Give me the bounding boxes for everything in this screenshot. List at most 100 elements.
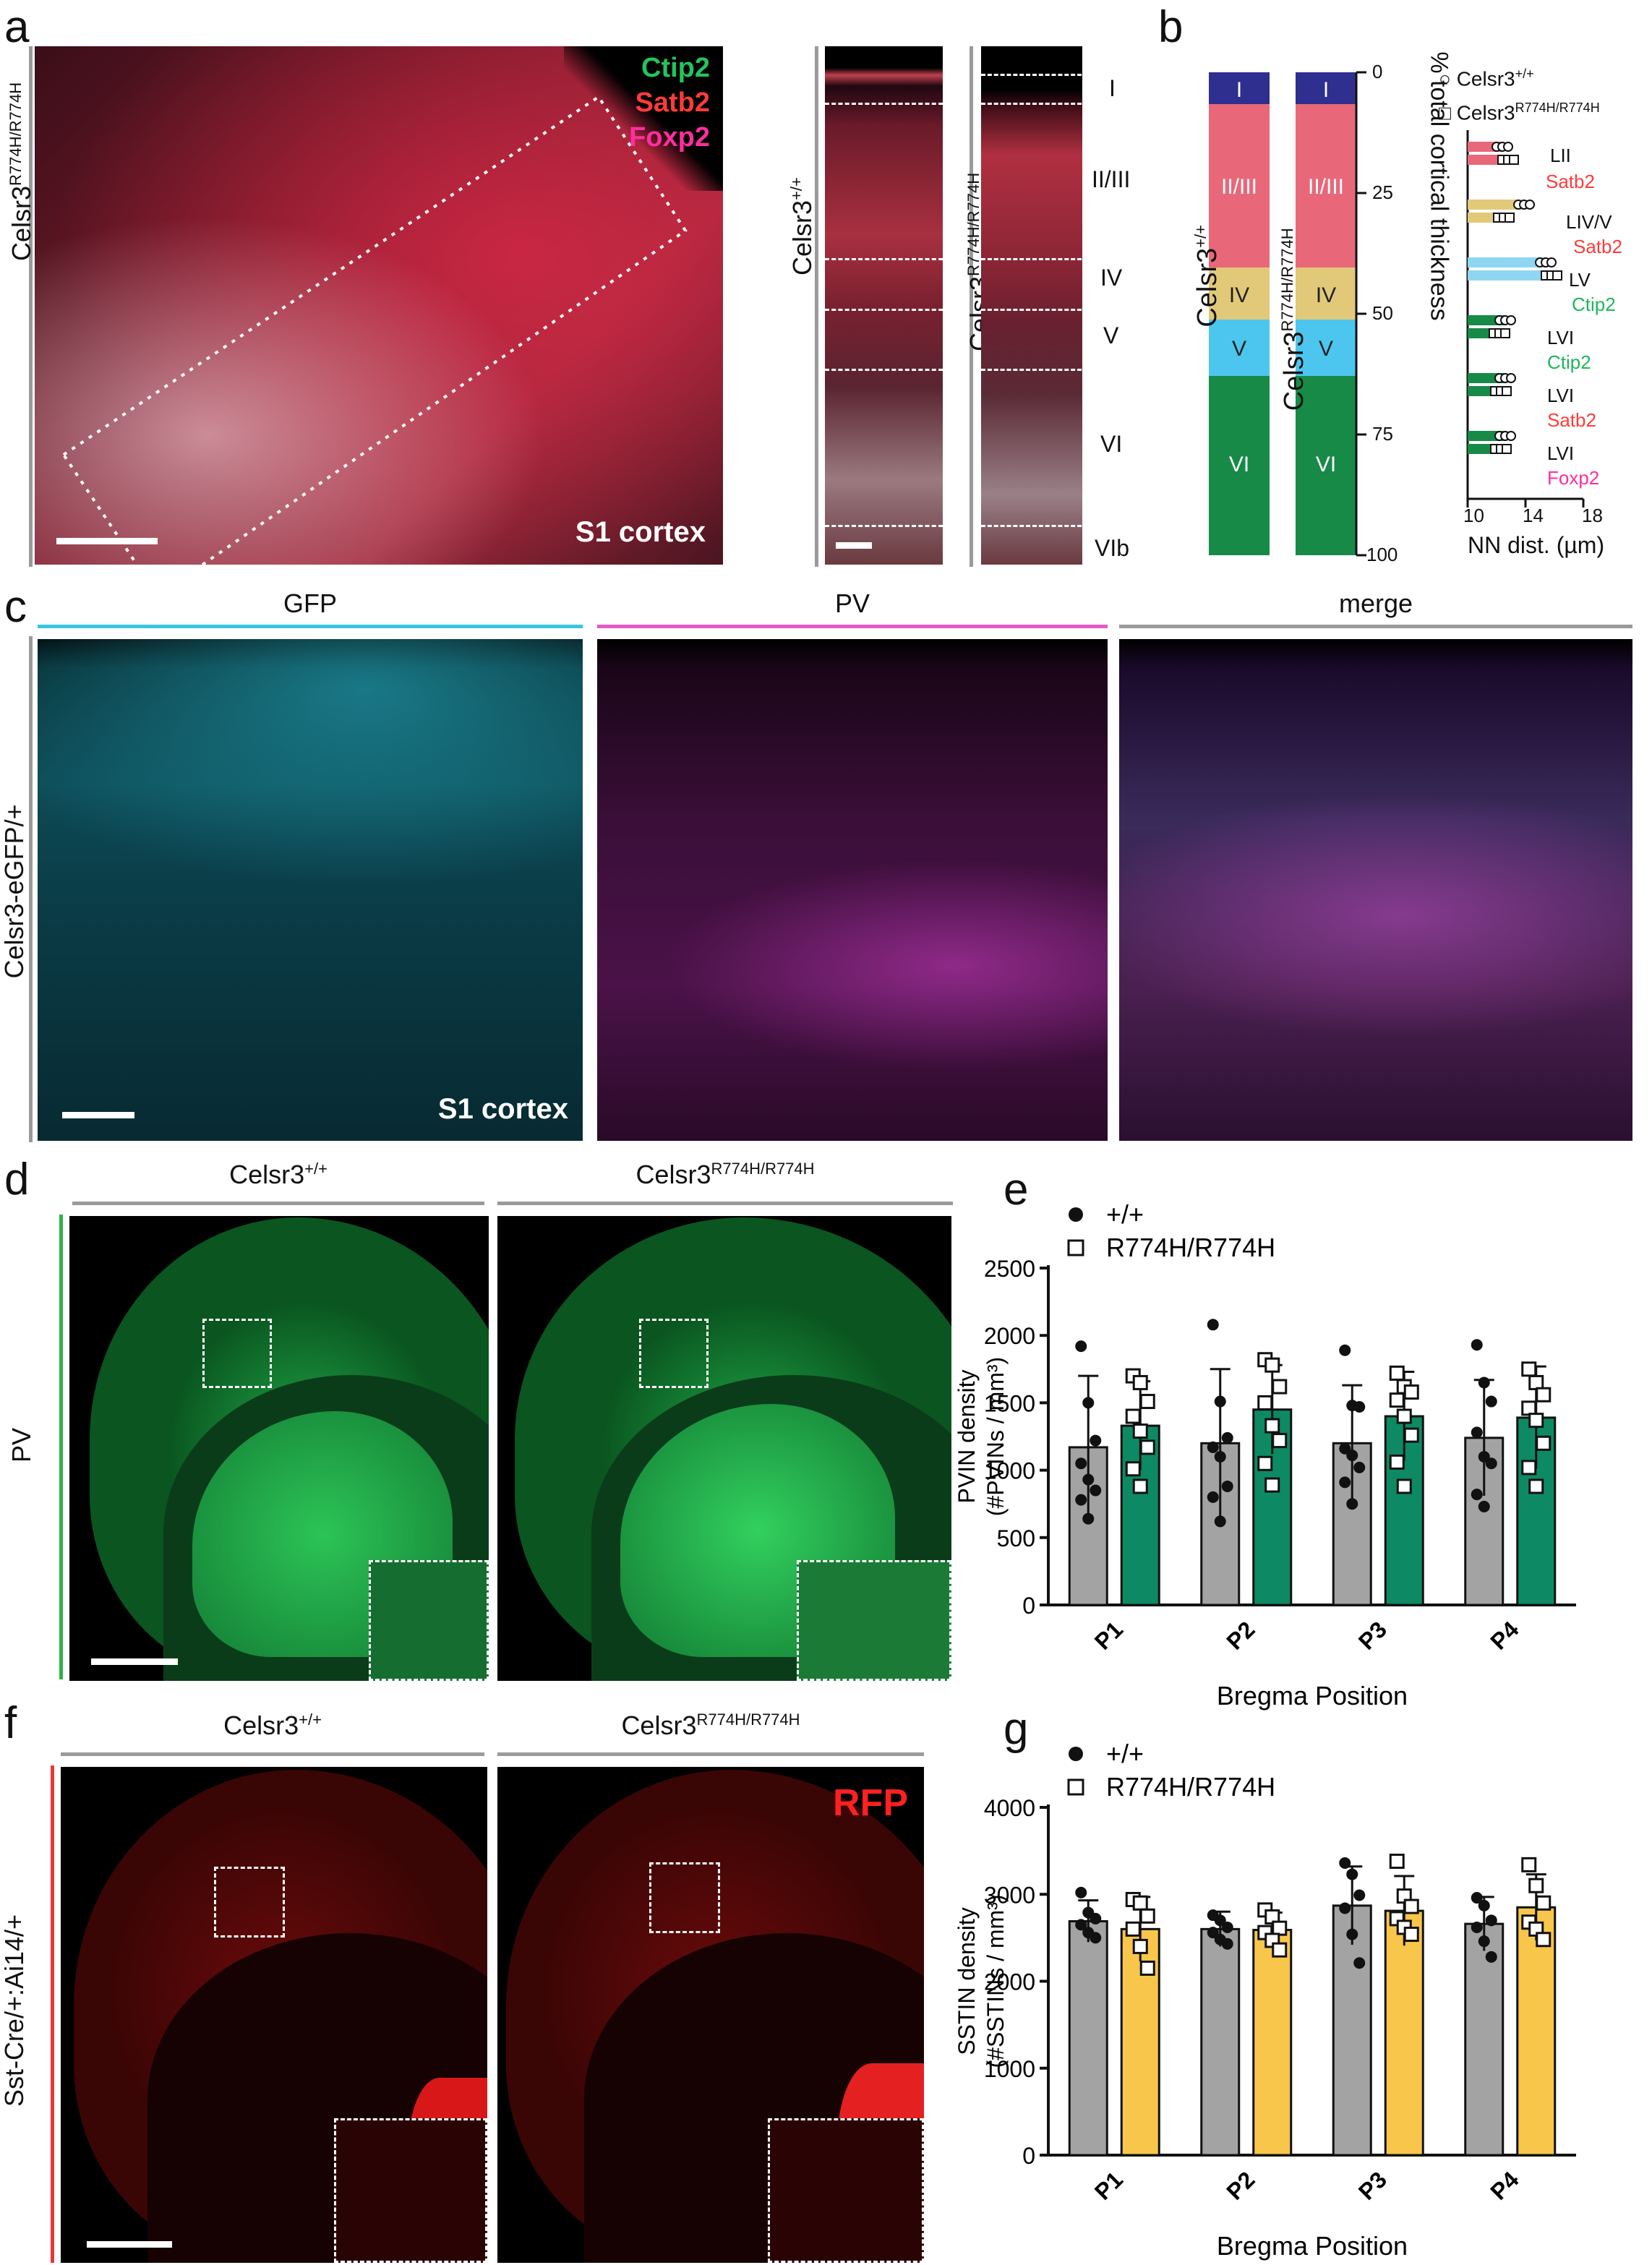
d-scale-bar <box>91 1658 178 1665</box>
f-scale-bar <box>87 2241 172 2248</box>
layer-bar-wildtype: I II/III IV V VI <box>1209 72 1270 555</box>
panel-label-c: c <box>4 582 27 632</box>
c-header-gfp: GFP <box>283 588 337 618</box>
b-axis-tick-0: 0 <box>1372 61 1383 82</box>
region-label: S1 cortex <box>575 516 706 548</box>
nn-point-mut <box>1502 444 1512 454</box>
nn-bar-wt <box>1468 200 1524 210</box>
data-point <box>1214 1450 1226 1463</box>
y-tick-label: 2500 <box>984 1256 1035 1282</box>
data-point <box>1478 1500 1490 1512</box>
data-point <box>1082 1512 1095 1525</box>
c-rule-pv <box>597 625 1108 628</box>
panel-a-ylabel: Celsr3R774H/R774H <box>7 82 36 261</box>
data-point <box>1221 1921 1233 1933</box>
data-point <box>1221 1480 1233 1492</box>
b-bar2-label: Celsr3R774H/R774H <box>1278 228 1309 411</box>
data-point <box>1389 1854 1405 1870</box>
layer-boundary <box>981 369 1133 371</box>
nn-row-2-marker: Ctip2 <box>1572 294 1616 315</box>
data-point <box>1257 1395 1273 1410</box>
data-point <box>1478 1899 1490 1911</box>
svg-text:II/III: II/III <box>1221 175 1257 199</box>
bar <box>1464 1922 1505 2157</box>
data-point <box>1471 1892 1483 1904</box>
legend-label-mut: R774H/R774H <box>1106 1233 1275 1262</box>
data-point <box>1353 1461 1366 1473</box>
nn-point-mut <box>1509 155 1519 165</box>
c-side-rule <box>29 636 33 1142</box>
legend-marker-mut <box>1067 1239 1084 1256</box>
c-scale-bar <box>62 1112 134 1118</box>
f-rule-wt <box>61 1752 484 1756</box>
layer-bar-mutant: I II/III IV V VI <box>1296 72 1356 555</box>
svg-text:II/III: II/III <box>1308 175 1344 199</box>
data-point <box>1471 1426 1483 1439</box>
nn-xtick-18: 18 <box>1582 505 1603 526</box>
data-point <box>1207 1491 1219 1503</box>
nn-row-1-layer: LIV/V <box>1566 211 1612 233</box>
data-point <box>1264 1477 1280 1493</box>
inset-zoom <box>369 1560 489 1681</box>
x-tick-label: P3 <box>1353 1617 1392 1655</box>
nn-point-mut <box>1505 213 1515 223</box>
data-point <box>1353 1957 1366 1969</box>
data-point <box>1132 1938 1148 1954</box>
legend-label-wt: +/+ <box>1106 1739 1144 1768</box>
layer-boundary <box>825 525 943 527</box>
micrograph-strip-wildtype <box>825 46 943 565</box>
bar <box>1252 1929 1293 2157</box>
data-point <box>1272 1920 1288 1936</box>
y-axis-label: PVIN density <box>954 1370 980 1504</box>
panel-label-a: a <box>4 2 30 52</box>
b-axis-tick-75: 75 <box>1372 423 1393 445</box>
c-rule-merge <box>1119 625 1632 628</box>
micrograph-strip-mutant <box>981 46 1082 565</box>
strip1-label: Celsr3+/+ <box>787 177 817 275</box>
strip-scale-bar <box>836 542 872 549</box>
nn-distance-chart <box>1466 130 1585 508</box>
data-point <box>1528 1478 1544 1494</box>
data-point <box>1471 1339 1483 1351</box>
data-point <box>1207 1441 1219 1453</box>
panel-label-b: b <box>1158 2 1184 52</box>
marker-ctip2: Ctip2 <box>641 53 710 83</box>
roi-dotted-box <box>61 95 688 565</box>
scale-bar <box>56 538 158 544</box>
nn-point-mut <box>1502 386 1512 396</box>
data-point <box>1403 1927 1419 1943</box>
nn-bar-wt <box>1468 257 1546 267</box>
bar <box>1384 1909 1424 2157</box>
svg-text:IV: IV <box>1316 283 1336 307</box>
data-point <box>1536 1387 1552 1403</box>
legend-label-wt: +/+ <box>1106 1199 1144 1229</box>
svg-text:V: V <box>1232 337 1246 361</box>
data-point <box>1389 1454 1405 1470</box>
f-ylabel: Sst-Cre/+:Ai14/+ <box>0 1914 29 2107</box>
nn-xtick-14: 14 <box>1523 505 1544 526</box>
roi-box <box>202 1319 272 1388</box>
layer-boundary <box>981 525 1133 527</box>
b-bar1-label: Celsr3+/+ <box>1191 225 1223 327</box>
layer-boundary <box>981 309 1133 311</box>
nn-xlabel: NN dist. (µm) <box>1468 532 1605 558</box>
nn-row-4-layer: LVI <box>1547 385 1575 406</box>
micrograph-rfp-wildtype <box>61 1767 487 2263</box>
micrograph-merge <box>1119 639 1632 1141</box>
nn-row-1-marker: Satb2 <box>1573 236 1622 257</box>
nn-bar-mut <box>1468 270 1552 281</box>
nn-point-wt <box>1503 142 1513 152</box>
y-tick-label: 2000 <box>984 1969 1035 1995</box>
data-point <box>1521 1857 1537 1872</box>
svg-text:I: I <box>1236 78 1242 102</box>
y-axis-label: SSTIN density <box>954 1907 980 2055</box>
y-tick-label: 4000 <box>984 1795 1035 1821</box>
upper-right-dark-corner <box>564 46 723 191</box>
d-side-rule <box>59 1215 63 1679</box>
panel-label-f: f <box>4 1698 17 1748</box>
data-point <box>1353 1889 1366 1901</box>
nn-point-wt <box>1506 431 1516 441</box>
inset-zoom <box>334 2118 487 2263</box>
data-point <box>1132 1895 1148 1911</box>
data-point <box>1214 1395 1226 1408</box>
